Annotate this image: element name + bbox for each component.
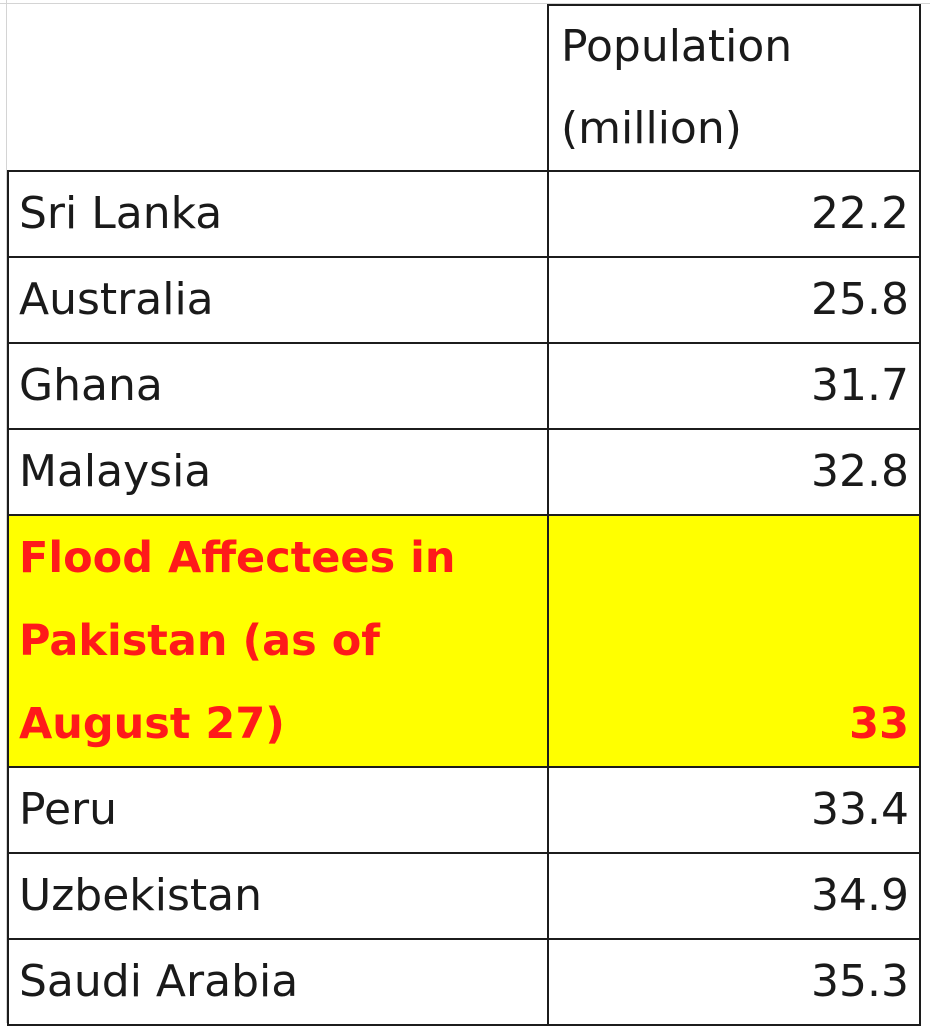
header-population-cell[interactable]: Population (million)	[547, 4, 921, 172]
table-row: Ghana 31.7	[7, 342, 921, 430]
population-cell[interactable]: 34.9	[547, 852, 921, 940]
population-cell[interactable]: 35.3	[547, 938, 921, 1026]
country-cell[interactable]: Sri Lanka	[7, 170, 549, 258]
population-cell[interactable]: 31.7	[547, 342, 921, 430]
country-cell-highlighted[interactable]: Flood Affectees in Pakistan (as of Augus…	[7, 514, 549, 768]
population-cell[interactable]: 33.4	[547, 766, 921, 854]
country-cell[interactable]: Saudi Arabia	[7, 938, 549, 1026]
population-table: Population (million) Sri Lanka 22.2 Aust…	[7, 4, 921, 1026]
table-row: Uzbekistan 34.9	[7, 852, 921, 940]
table-row: Saudi Arabia 35.3	[7, 938, 921, 1026]
population-cell[interactable]: 32.8	[547, 428, 921, 516]
highlighted-row: Flood Affectees in Pakistan (as of Augus…	[7, 514, 921, 768]
header-population-line2: (million)	[561, 103, 742, 154]
header-population-line1: Population	[561, 21, 793, 72]
country-cell[interactable]: Peru	[7, 766, 549, 854]
gridline	[0, 3, 930, 4]
population-cell-highlighted[interactable]: 33	[547, 514, 921, 768]
gridline	[6, 0, 7, 1023]
population-cell[interactable]: 22.2	[547, 170, 921, 258]
country-cell[interactable]: Malaysia	[7, 428, 549, 516]
table-row: Australia 25.8	[7, 256, 921, 344]
country-cell[interactable]: Ghana	[7, 342, 549, 430]
country-cell[interactable]: Uzbekistan	[7, 852, 549, 940]
country-cell[interactable]: Australia	[7, 256, 549, 344]
table-row: Peru 33.4	[7, 766, 921, 854]
table-row: Sri Lanka 22.2	[7, 170, 921, 258]
header-row: Population (million)	[8, 4, 921, 172]
header-country-cell[interactable]	[8, 5, 549, 172]
table-row: Malaysia 32.8	[7, 428, 921, 516]
population-cell[interactable]: 25.8	[547, 256, 921, 344]
